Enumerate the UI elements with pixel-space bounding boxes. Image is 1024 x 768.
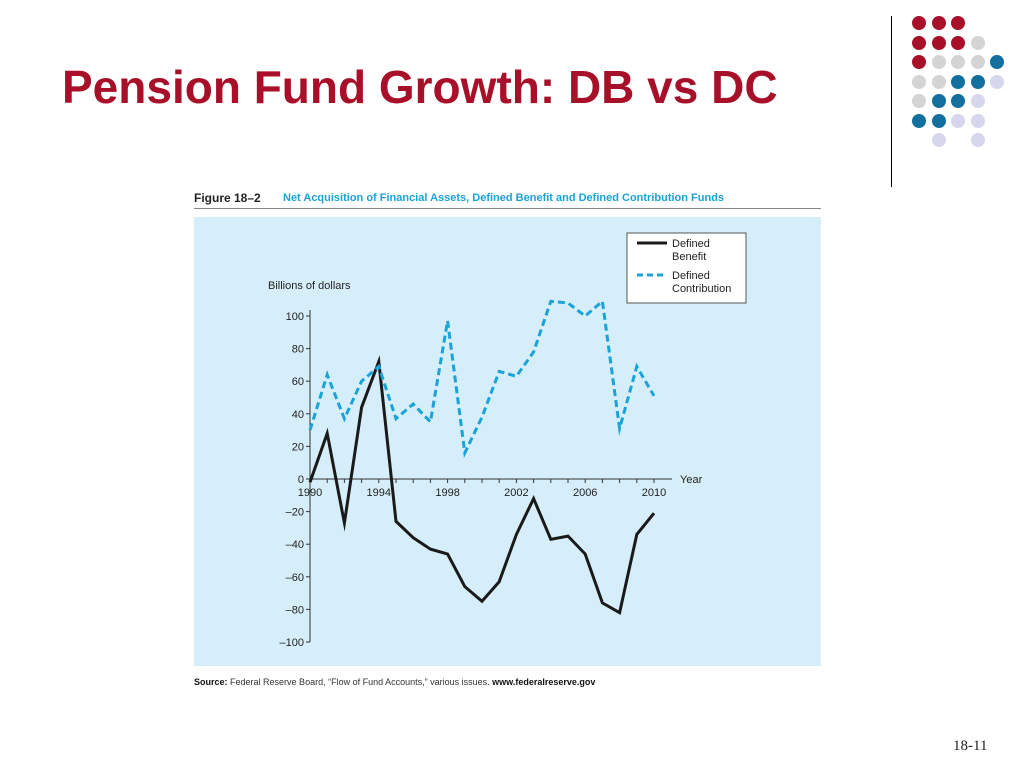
y-tick-label: 100 [286, 311, 304, 323]
decorative-dot [951, 35, 965, 50]
legend-label: Benefit [672, 251, 706, 263]
decorative-dot [970, 55, 985, 69]
decorative-dot [912, 113, 926, 128]
y-axis-label: Billions of dollars [268, 280, 351, 292]
decorative-dot [931, 133, 946, 147]
decorative-dot [990, 74, 1004, 89]
y-tick-label: –60 [286, 572, 304, 584]
decorative-dot [912, 94, 926, 108]
y-tick-label: 40 [292, 409, 304, 421]
series-line-defined-contribution [308, 298, 656, 459]
x-tick-label: 1994 [367, 487, 391, 499]
x-axis-label: Year [680, 474, 703, 486]
legend-label: Defined [672, 238, 710, 250]
x-tick-label: 1998 [435, 487, 459, 499]
source-label: Source: [194, 677, 228, 687]
legend-box [626, 232, 747, 304]
y-tick-label: 20 [292, 441, 304, 453]
chart-axes: 100 80 60 40 20 0 –20 –40 –60 –80 –100 1990 1994 1998… [280, 310, 672, 649]
decorative-dot [912, 74, 926, 89]
x-tick-label: 2006 [573, 487, 597, 499]
decorative-dot [970, 113, 985, 128]
decorative-dot [931, 35, 946, 50]
decorative-dot [970, 74, 985, 89]
y-tick-label: –40 [286, 539, 304, 551]
legend-label: Defined [672, 270, 710, 282]
figure-rule [194, 208, 821, 209]
decorative-dot [951, 55, 965, 69]
decorative-dot [951, 94, 965, 108]
series-line-defined-benefit [308, 355, 656, 616]
y-tick-label: –20 [286, 507, 304, 519]
decorative-dot [912, 35, 926, 50]
slide-title: Pension Fund Growth: DB vs DC [62, 61, 778, 113]
decorative-dot [931, 74, 946, 89]
decorative-dot [970, 133, 985, 147]
page-number: 18-11 [953, 738, 988, 754]
decorative-dot [970, 35, 985, 50]
figure-source: Source: Federal Reserve Board, “Flow of … [194, 677, 595, 687]
divider-line [891, 16, 892, 187]
decorative-dot [970, 94, 985, 108]
y-tick-label: 0 [298, 474, 304, 486]
decorative-dot [951, 16, 965, 30]
chart-panel: 100 80 60 40 20 0 –20 –40 –60 –80 –100 1990 1994 1998… [194, 217, 821, 666]
source-text: Federal Reserve Board, “Flow of Fund Acc… [230, 677, 490, 687]
x-tick-label: 2002 [504, 487, 528, 499]
decorative-dot [931, 113, 946, 128]
decorative-dot [931, 55, 946, 69]
y-tick-label: –100 [280, 637, 304, 649]
legend-label: Contribution [672, 283, 731, 295]
decorative-dot [931, 94, 946, 108]
y-tick-label: 60 [292, 376, 304, 388]
figure-label: Figure 18–2 [194, 191, 261, 205]
decorative-dot [990, 55, 1004, 69]
x-tick-label: 2010 [642, 487, 666, 499]
decorative-dot [912, 16, 926, 30]
series-layer [308, 298, 656, 616]
line-chart: 100 80 60 40 20 0 –20 –40 –60 –80 –100 1990 1994 1998… [268, 232, 747, 649]
y-tick-label: 80 [292, 344, 304, 356]
decorative-dot [951, 113, 965, 128]
source-url: www.federalreserve.gov [492, 677, 596, 687]
x-tick-label: 1990 [298, 487, 322, 499]
figure-caption: Net Acquisition of Financial Assets, Def… [283, 192, 725, 204]
decorative-dot [951, 74, 965, 89]
y-tick-label: –80 [286, 604, 304, 616]
decorative-dot [931, 16, 946, 30]
decorative-dot [912, 55, 926, 69]
